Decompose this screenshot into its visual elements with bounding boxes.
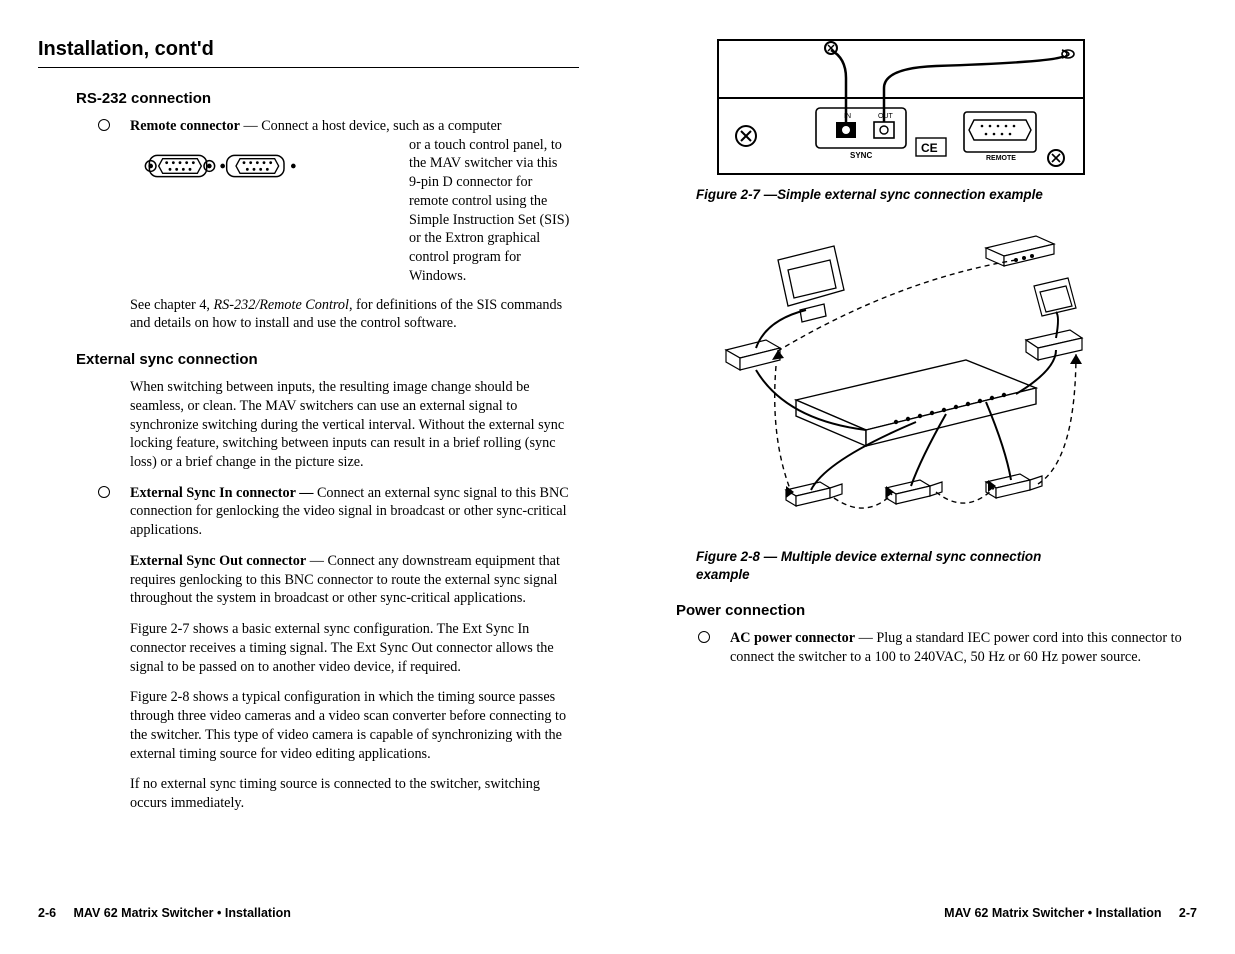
right-content: IN OUT SYNC CE REMOTE [676,38,1197,667]
extsync-p28: Figure 2-8 shows a typical configuration… [130,688,571,763]
fig27-caption: Figure 2-7 —Simple external sync connect… [696,186,1076,204]
page-left: Installation, cont'd RS-232 connection R… [0,0,617,954]
extsync-out-label: External Sync Out connector [130,553,306,569]
power-label: AC power connector [730,630,855,646]
bullet-marker-icon [98,119,110,131]
heading-power: Power connection [676,602,1197,619]
heading-extsync: External sync connection [76,351,579,368]
extsync-p27: Figure 2-7 shows a basic external sync c… [130,620,571,676]
fig28-caption: Figure 2-8 — Multiple device external sy… [696,548,1076,584]
footer-left: 2-6 MAV 62 Matrix Switcher • Installatio… [38,906,291,920]
remote-first-line: Connect a host device, such as a compute… [261,118,501,134]
fig27-label-ce: CE [921,141,938,155]
see-ital: RS-232/Remote Control [214,297,349,313]
chapter-title: Installation, cont'd [38,38,579,68]
see-pre: See chapter 4, [130,297,214,313]
fig27-label-sync: SYNC [850,151,872,160]
figure-2-7: IN OUT SYNC CE REMOTE [716,38,1086,178]
heading-rs232: RS-232 connection [76,90,579,107]
extsync-in-block: External Sync In connector — Connect an … [130,484,571,540]
page-num-left: 2-6 [38,906,56,920]
page-num-right: 2-7 [1179,906,1197,920]
fig27-label-remote: REMOTE [986,155,1016,162]
extsync-pnone: If no external sync timing source is con… [130,775,571,812]
extsync-out-block: External Sync Out connector — Connect an… [130,552,571,608]
remote-sep: — [240,118,261,134]
bullet-marker-icon [698,631,710,643]
power-block: AC power connector — Plug a standard IEC… [730,629,1193,666]
remote-connector-label: Remote connector [130,118,240,134]
footer-title-right: MAV 62 Matrix Switcher • Installation [944,906,1161,920]
extsync-intro: When switching between inputs, the resul… [130,378,571,472]
figure-2-8 [716,220,1086,540]
remote-body-wrap: or a touch control panel, to the MAV swi… [409,136,571,286]
rs232-remote-block: Remote connector — Connect a host device… [130,117,571,296]
extsync-in-label: External Sync In connector — [130,485,313,501]
fig27-label-out: OUT [878,113,894,120]
bullet-marker-icon [98,486,110,498]
page-right: IN OUT SYNC CE REMOTE [618,0,1235,954]
rs232-see-chapter: See chapter 4, RS-232/Remote Control, fo… [130,296,571,333]
footer-title-left: MAV 62 Matrix Switcher • Installation [73,906,290,920]
footer-right: MAV 62 Matrix Switcher • Installation 2-… [944,906,1197,920]
